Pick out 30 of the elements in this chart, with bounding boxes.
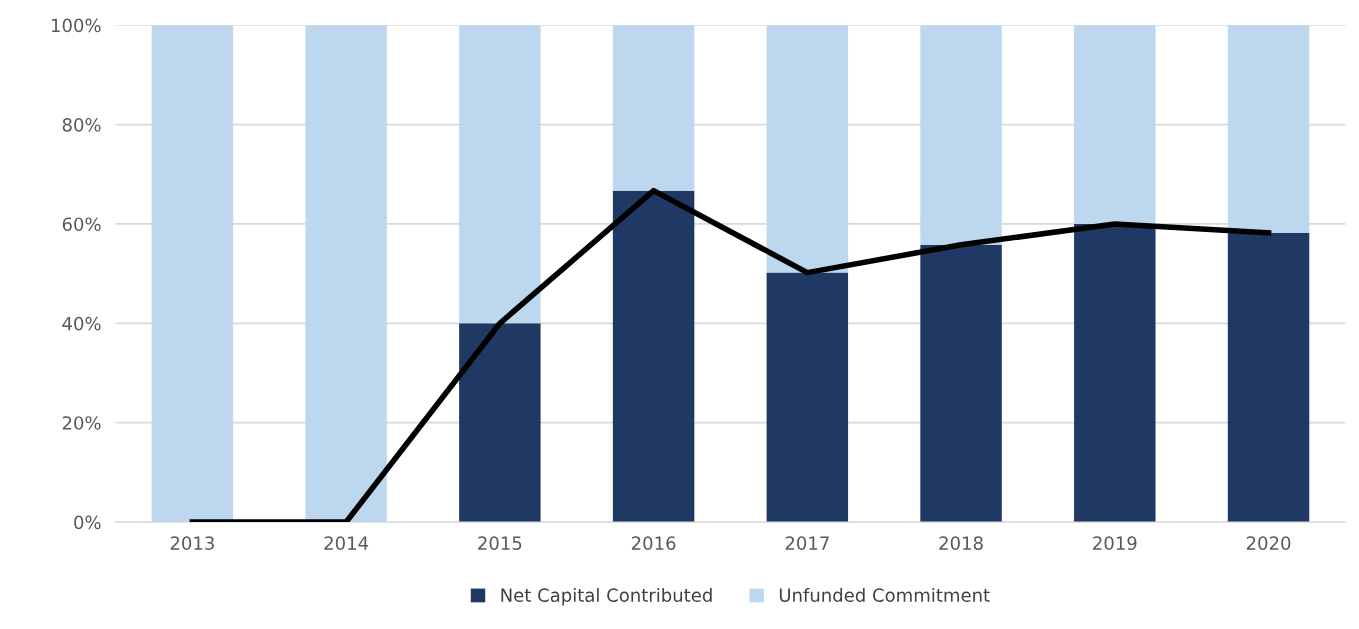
x-tick-label: 2013 — [170, 536, 214, 550]
x-tick-label: 2018 — [939, 536, 983, 550]
y-tick-label: 80% — [62, 118, 101, 132]
bar — [1074, 223, 1156, 523]
x-tick-label: 2015 — [478, 536, 522, 550]
bar — [459, 323, 541, 523]
x-tick-label: 2020 — [1246, 536, 1291, 550]
y-tick-label: 60% — [62, 217, 101, 232]
bar — [920, 244, 1002, 523]
bar — [1227, 232, 1310, 523]
bar — [766, 25, 849, 273]
bar — [459, 25, 541, 324]
bar — [151, 25, 234, 523]
bar — [920, 25, 1002, 245]
x-tick-label: 2014 — [324, 536, 369, 550]
bar — [305, 25, 387, 523]
y-tick-label: 40% — [62, 316, 101, 331]
y-tick-label: 100% — [51, 18, 101, 33]
y-tick-label: 20% — [62, 416, 101, 430]
bar — [766, 272, 849, 523]
legend-label: Net Capital Contributed — [501, 588, 712, 606]
x-tick-label: 2017 — [785, 536, 829, 550]
bar — [612, 190, 695, 523]
x-tick-label: 2016 — [631, 536, 676, 550]
bar — [1227, 25, 1310, 233]
x-tick-label: 2019 — [1093, 536, 1137, 550]
y-tick-label: 0% — [74, 515, 101, 530]
legend-label: Unfunded Commitment — [779, 588, 990, 602]
bar — [1074, 25, 1156, 224]
bar — [612, 25, 695, 191]
